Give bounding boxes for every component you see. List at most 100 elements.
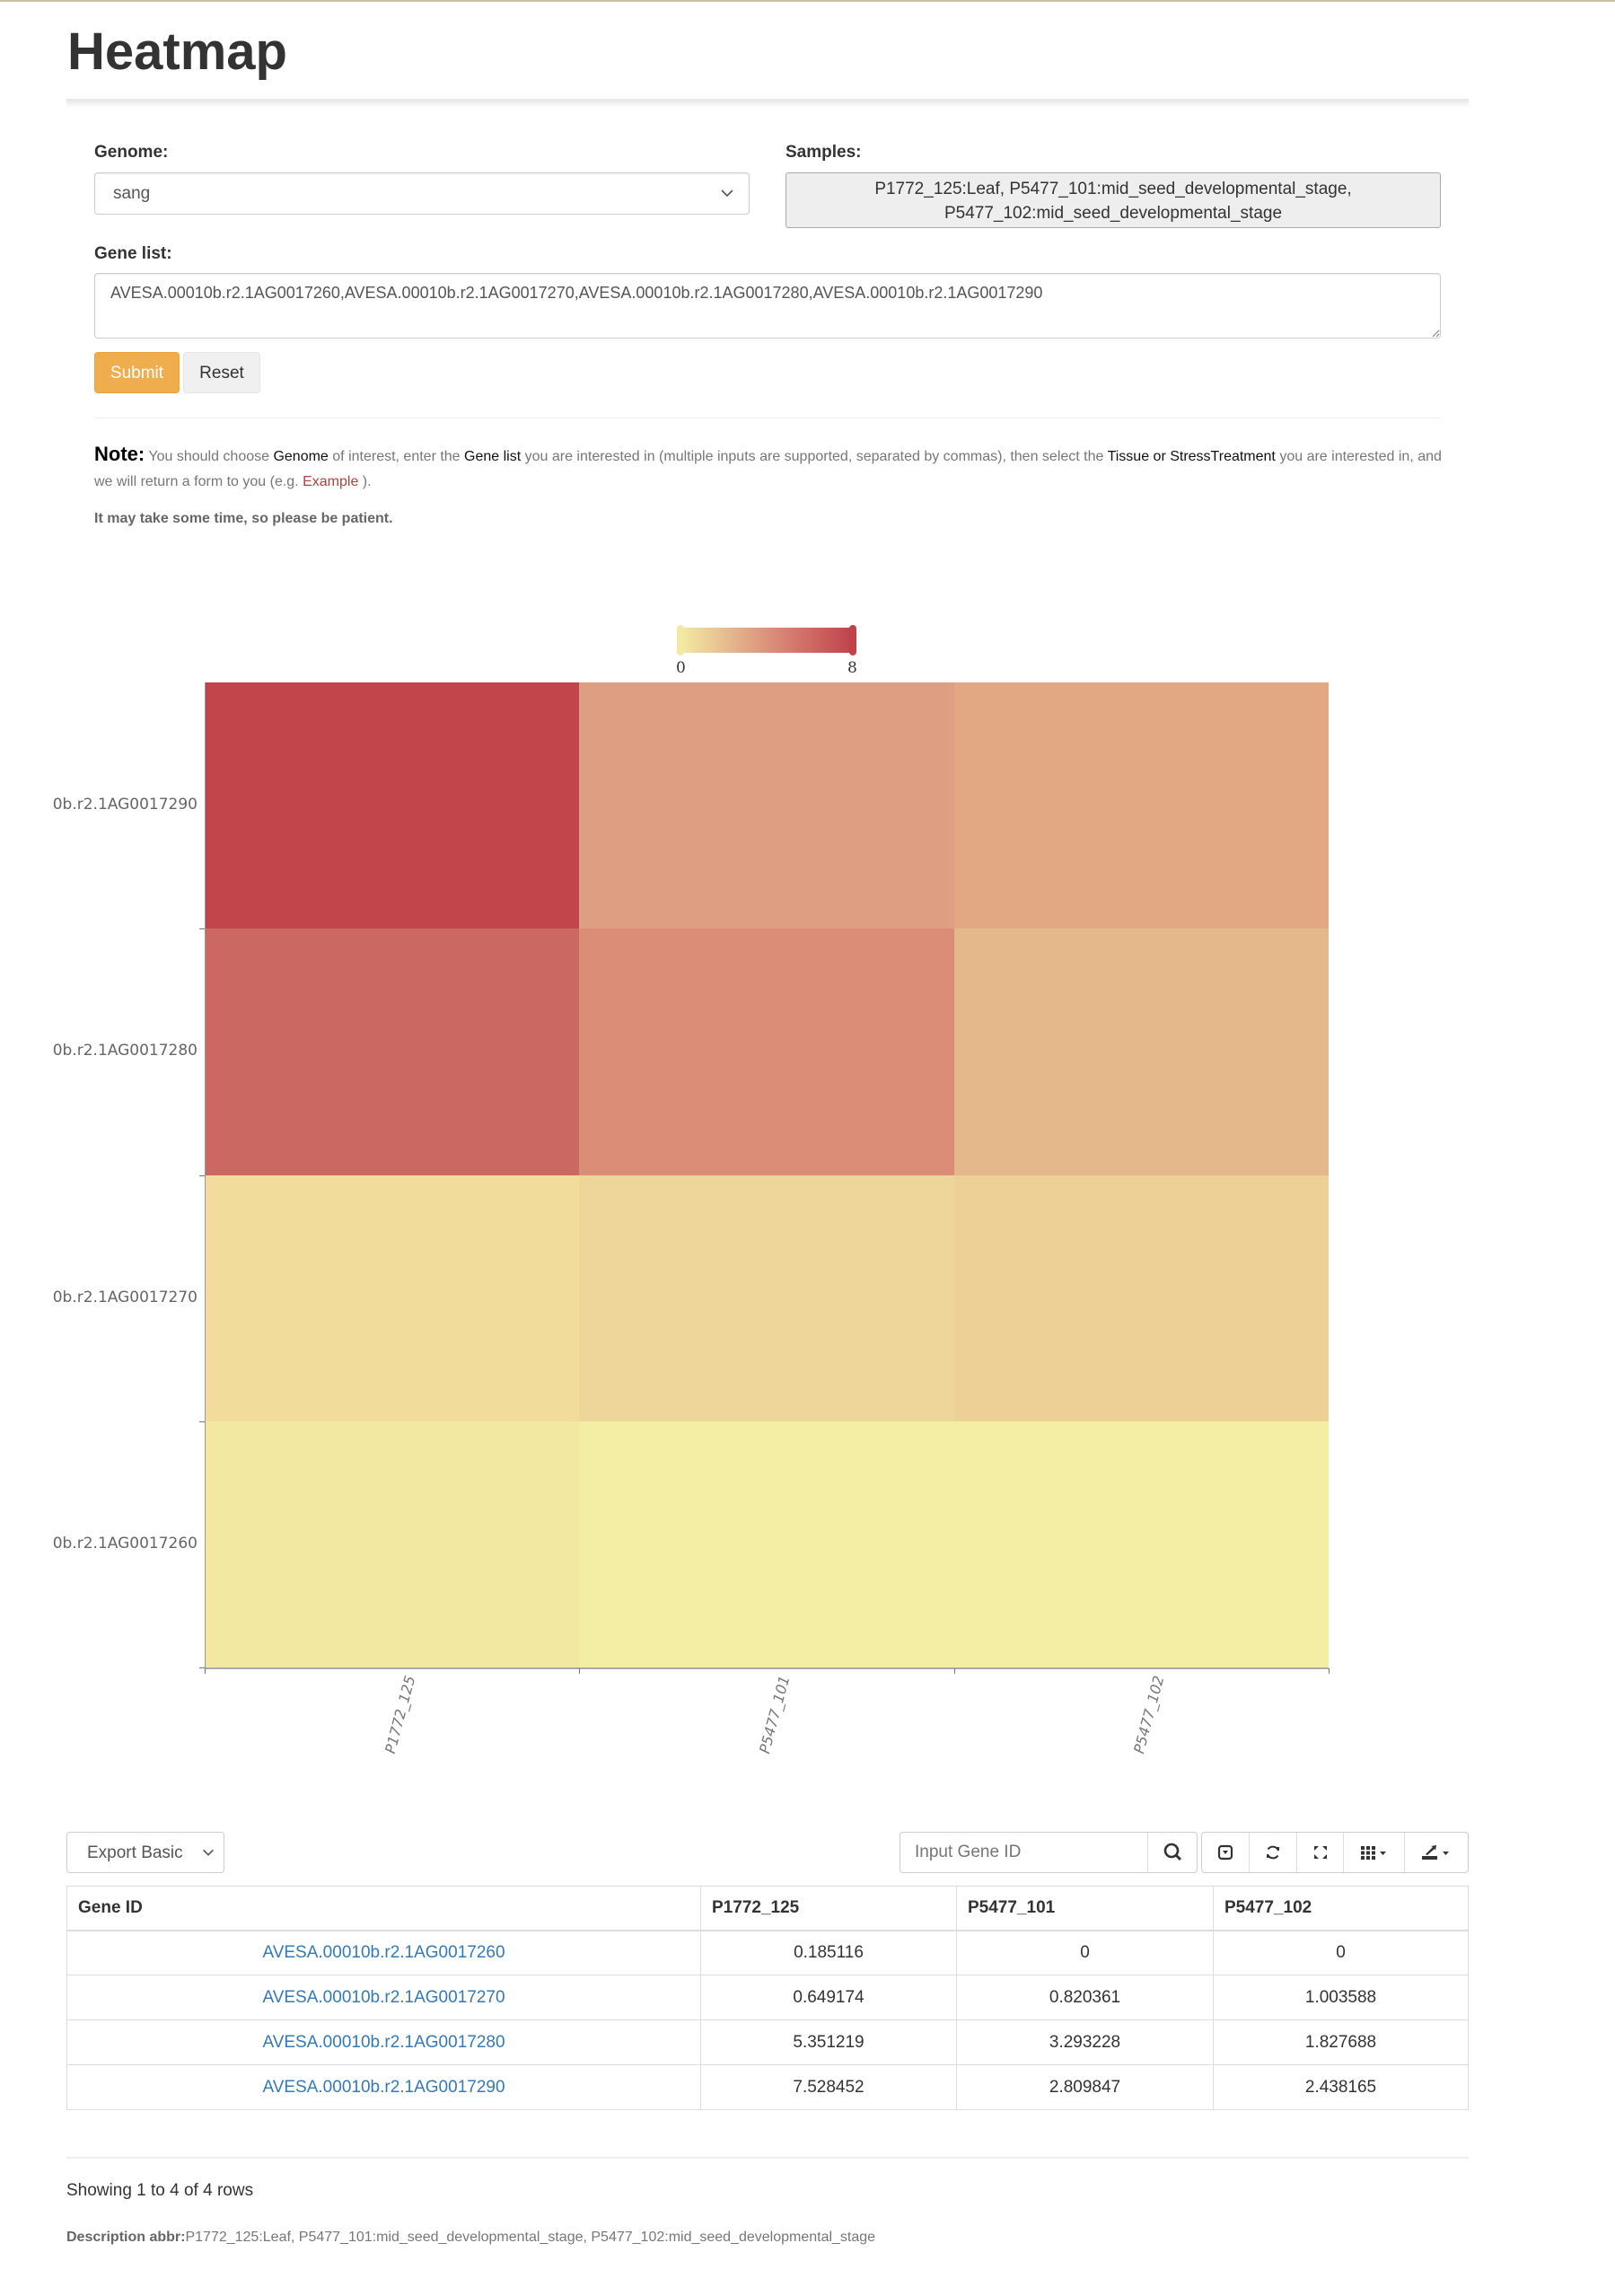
heatmap-cell[interactable] [579,928,954,1175]
genome-select-value: sang [113,184,151,203]
description-abbr: Description abbr:P1772_125:Leaf, P5477_1… [66,2230,875,2246]
toggle-view-button[interactable] [1202,1833,1250,1872]
gene-list-label: Gene list: [94,244,172,263]
fullscreen-icon [1313,1846,1327,1859]
samples-label: Samples: [786,143,862,162]
heatmap-cell[interactable] [205,928,580,1175]
genome-label: Genome: [94,143,169,162]
color-scale-max-handle[interactable] [849,625,856,655]
chevron-down-icon [721,189,733,198]
export-type-select[interactable]: Export Basic [66,1832,224,1873]
y-axis-tick [199,1421,205,1422]
gene-id-cell: AVESA.00010b.r2.1AG0017280 [66,2019,701,2065]
value-cell: 5.351219 [700,2019,957,2065]
export-icon [1422,1845,1449,1860]
x-axis-label: P5477_102 [1130,1674,1168,1755]
reset-button[interactable]: Reset [183,352,260,393]
y-axis-label: 0b.r2.1AG0017290 [52,796,197,814]
value-cell: 0.649174 [700,1975,957,2020]
y-axis-label: 0b.r2.1AG0017260 [52,1534,197,1553]
column-header-gene-id[interactable]: Gene ID [66,1886,701,1931]
toggle-view-icon [1217,1844,1233,1861]
table-footer-divider [66,2157,1469,2159]
table-row: AVESA.00010b.r2.1AG0017290 7.528452 2.80… [66,2064,1469,2110]
note-heading: Note: [94,443,145,465]
value-cell: 3.293228 [956,2019,1214,2065]
value-cell: 0 [956,1930,1214,1975]
export-button[interactable] [1405,1833,1468,1872]
table-header-row: Gene ID P1772_125 P5477_101 P5477_102 [66,1886,1469,1931]
x-axis [205,1667,1329,1669]
gene-link[interactable]: AVESA.00010b.r2.1AG0017270 [262,1987,505,2007]
column-header-p5477-102[interactable]: P5477_102 [1213,1886,1469,1931]
gene-link[interactable]: AVESA.00010b.r2.1AG0017260 [262,1942,505,1962]
y-axis-tick [199,1174,205,1176]
columns-icon [1360,1846,1386,1860]
y-axis-label: 0b.r2.1AG0017280 [52,1042,197,1060]
heatmap-cell[interactable] [205,682,580,929]
y-axis [205,682,206,1667]
x-axis-tick [1329,1668,1330,1674]
heatmap-cell[interactable] [579,1174,954,1421]
table-row: AVESA.00010b.r2.1AG0017270 0.649174 0.82… [66,1975,1469,2020]
heatmap-cell[interactable] [953,682,1329,929]
column-header-p5477-101[interactable]: P5477_101 [956,1886,1214,1931]
y-axis-tick [199,1667,205,1668]
gene-id-cell: AVESA.00010b.r2.1AG0017270 [66,1975,701,2020]
heatmap-cell[interactable] [953,1174,1329,1421]
refresh-button[interactable] [1250,1833,1297,1872]
table-row: AVESA.00010b.r2.1AG0017280 5.351219 3.29… [66,2019,1469,2065]
note-gene-list: Gene list [464,449,522,464]
title-divider [66,99,1469,108]
samples-line-2: P5477_102:mid_seed_developmental_stage [944,204,1283,223]
color-scale-bar [682,628,853,653]
note-part: of interest, enter the [328,449,465,464]
heatmap-cell[interactable] [205,1421,580,1667]
gene-search-input[interactable] [900,1833,1148,1872]
expression-table: Gene ID P1772_125 P5477_101 P5477_102 AV… [66,1886,1469,2110]
pagination-info: Showing 1 to 4 of 4 rows [66,2181,254,2200]
gene-list-input[interactable]: AVESA.00010b.r2.1AG0017260,AVESA.00010b.… [94,273,1441,339]
heatmap-cell[interactable] [953,928,1329,1175]
gene-id-cell: AVESA.00010b.r2.1AG0017260 [66,1930,701,1975]
note-text: Note: You should choose Genome of intere… [94,442,1459,495]
y-axis-tick [199,928,205,930]
genome-select[interactable]: sang [94,172,750,215]
heatmap-cell[interactable] [579,682,954,929]
example-link[interactable]: Example [303,474,359,489]
value-cell: 2.809847 [956,2064,1214,2110]
color-scale-max-label: 8 [847,659,857,677]
gene-search-group [900,1832,1198,1873]
value-cell: 1.827688 [1213,2019,1469,2065]
heatmap-cell[interactable] [953,1421,1329,1667]
fullscreen-button[interactable] [1297,1833,1344,1872]
gene-id-cell: AVESA.00010b.r2.1AG0017290 [66,2064,701,2110]
heatmap-cell[interactable] [579,1421,954,1667]
note-part: You should choose [145,449,274,464]
x-axis-label: P1772_125 [381,1674,419,1755]
columns-button[interactable] [1344,1833,1405,1872]
value-cell: 0 [1213,1930,1469,1975]
submit-button[interactable]: Submit [94,352,180,393]
description-value: P1772_125:Leaf, P5477_101:mid_seed_devel… [185,2230,876,2245]
note-tissue: Tissue or StressTreatment [1107,449,1276,464]
column-header-p1772-125[interactable]: P1772_125 [700,1886,957,1931]
export-type-value: Export Basic [87,1843,183,1862]
x-axis-tick [205,1668,206,1674]
samples-line-1: P1772_125:Leaf, P5477_101:mid_seed_devel… [874,180,1352,198]
patience-note: It may take some time, so please be pati… [94,511,393,526]
samples-field[interactable]: P1772_125:Leaf, P5477_101:mid_seed_devel… [786,172,1441,228]
value-cell: 2.438165 [1213,2064,1469,2110]
gene-link[interactable]: AVESA.00010b.r2.1AG0017290 [262,2077,505,2097]
note-part: ). [358,474,372,489]
search-button[interactable] [1149,1833,1198,1872]
note-part: you are interested in (multiple inputs a… [521,449,1108,464]
color-scale-min-handle[interactable] [677,625,684,655]
table-toolbar [1201,1832,1469,1873]
x-axis-tick [953,1668,955,1674]
description-label: Description abbr: [66,2230,186,2245]
table-row: AVESA.00010b.r2.1AG0017260 0.185116 0 0 [66,1930,1469,1975]
heatmap-cell[interactable] [205,1174,580,1421]
gene-link[interactable]: AVESA.00010b.r2.1AG0017280 [262,2032,505,2052]
value-cell: 7.528452 [700,2064,957,2110]
